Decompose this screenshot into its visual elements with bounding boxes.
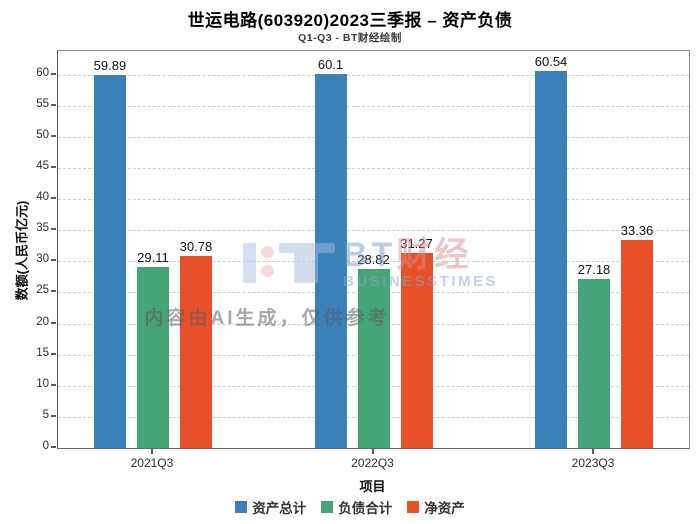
bar-wrap: 59.89 <box>94 58 126 448</box>
y-tick-label: 40 <box>36 191 49 204</box>
y-tick-label: 25 <box>36 284 49 297</box>
bar-value-label: 28.82 <box>357 251 390 267</box>
bar-value-label: 60.54 <box>534 54 568 70</box>
bar-value-label: 29.11 <box>137 249 169 265</box>
y-tick-mark <box>51 383 56 386</box>
y-tick-mark <box>51 134 56 137</box>
legend-item-1: 负债合计 <box>321 497 392 517</box>
y-tick-label: 35 <box>36 222 49 235</box>
bar-wrap: 30.78 <box>180 239 212 448</box>
x-tick-mark <box>371 449 374 454</box>
legend-label: 资产总计 <box>252 501 307 516</box>
gridline <box>58 261 689 263</box>
y-tick-mark <box>51 352 56 355</box>
bar-s1-2023Q3: 27.18 <box>578 262 610 448</box>
y-tick-mark <box>51 259 56 262</box>
y-tick-label: 60 <box>36 66 49 79</box>
legend: 资产总计 负债合计 净资产 <box>0 497 700 517</box>
x-tick-label: 2021Q3 <box>130 456 174 470</box>
y-tick-label: 45 <box>36 159 49 172</box>
bar-group-2022Q3: 60.1 28.82 31.27 <box>314 57 433 448</box>
y-tick-label: 55 <box>36 97 49 110</box>
bar-s2-2022Q3: 31.27 <box>400 236 433 448</box>
chart-subtitle: Q1-Q3 - BT财经绘制 <box>298 32 402 44</box>
legend-item-0: 资产总计 <box>235 497 306 517</box>
y-tick-label: 5 <box>42 408 49 421</box>
bar-value-label: 27.18 <box>577 261 611 277</box>
legend-label: 负债合计 <box>338 501 393 516</box>
y-tick-label: 0 <box>42 440 49 452</box>
gridline <box>58 74 689 76</box>
x-tick-mark <box>150 449 153 454</box>
bar-group-2021Q3: 59.89 29.11 30.78 <box>94 58 212 448</box>
y-tick-mark <box>51 321 56 324</box>
y-tick-mark <box>51 103 56 106</box>
bar-group-2023Q3: 60.54 27.18 33.36 <box>535 54 653 448</box>
bar-s1-2021Q3: 29.11 <box>136 250 169 448</box>
y-tick-label: 10 <box>36 377 49 390</box>
bar-value-label: 59.89 <box>93 58 127 74</box>
chart-title: 世运电路(603920)2023三季报 – 资产负债 <box>187 11 513 30</box>
y-tick-mark <box>51 228 56 231</box>
bar-wrap: 60.1 <box>314 57 347 448</box>
bar-s0-2022Q3: 60.1 <box>314 57 347 448</box>
legend-swatch <box>235 501 248 513</box>
bar-s2-2023Q3: 33.36 <box>621 223 653 448</box>
bar-wrap: 33.36 <box>621 223 653 448</box>
legend-label: 净资产 <box>424 501 465 516</box>
bar-wrap: 31.27 <box>400 236 433 448</box>
legend-swatch <box>321 501 334 513</box>
x-tick-label: 2023Q3 <box>571 456 615 470</box>
gridline <box>58 105 689 107</box>
plot-area: 59.89 29.11 30.78 60.1 28.82 31.27 60.54 27.18 3… <box>57 50 690 449</box>
legend-swatch <box>407 501 420 513</box>
bar-wrap: 27.18 <box>578 262 610 448</box>
bar-s2-2021Q3: 30.78 <box>180 239 212 448</box>
y-tick-label: 30 <box>36 253 49 266</box>
bar-s0-2023Q3: 60.54 <box>535 54 567 448</box>
y-tick-mark <box>51 446 56 448</box>
y-tick-mark <box>51 290 56 293</box>
gridline <box>58 230 689 232</box>
y-tick-label: 50 <box>36 128 49 141</box>
bar-value-label: 30.78 <box>179 239 213 255</box>
gridline <box>58 136 689 138</box>
y-tick-mark <box>51 197 56 200</box>
bar-wrap: 28.82 <box>357 252 390 448</box>
gridline <box>58 199 689 201</box>
bar-value-label: 31.27 <box>400 236 433 252</box>
y-tick-mark <box>51 414 56 417</box>
x-tick-mark <box>592 449 595 454</box>
legend-item-2: 净资产 <box>407 497 465 517</box>
y-tick-mark <box>51 72 56 75</box>
bar-s0-2021Q3: 59.89 <box>94 58 126 448</box>
bar-wrap: 29.11 <box>136 250 169 448</box>
y-tick-label: 20 <box>36 315 49 328</box>
y-tick-label: 15 <box>36 346 49 359</box>
x-axis-title: 项目 <box>359 479 386 494</box>
x-tick-label: 2022Q3 <box>351 456 394 470</box>
gridline <box>58 167 689 169</box>
bar-value-label: 33.36 <box>620 223 654 239</box>
y-tick-mark <box>51 165 56 168</box>
bar-wrap: 60.54 <box>535 54 567 448</box>
bar-s1-2022Q3: 28.82 <box>357 252 390 448</box>
bar-value-label: 60.1 <box>317 57 344 73</box>
